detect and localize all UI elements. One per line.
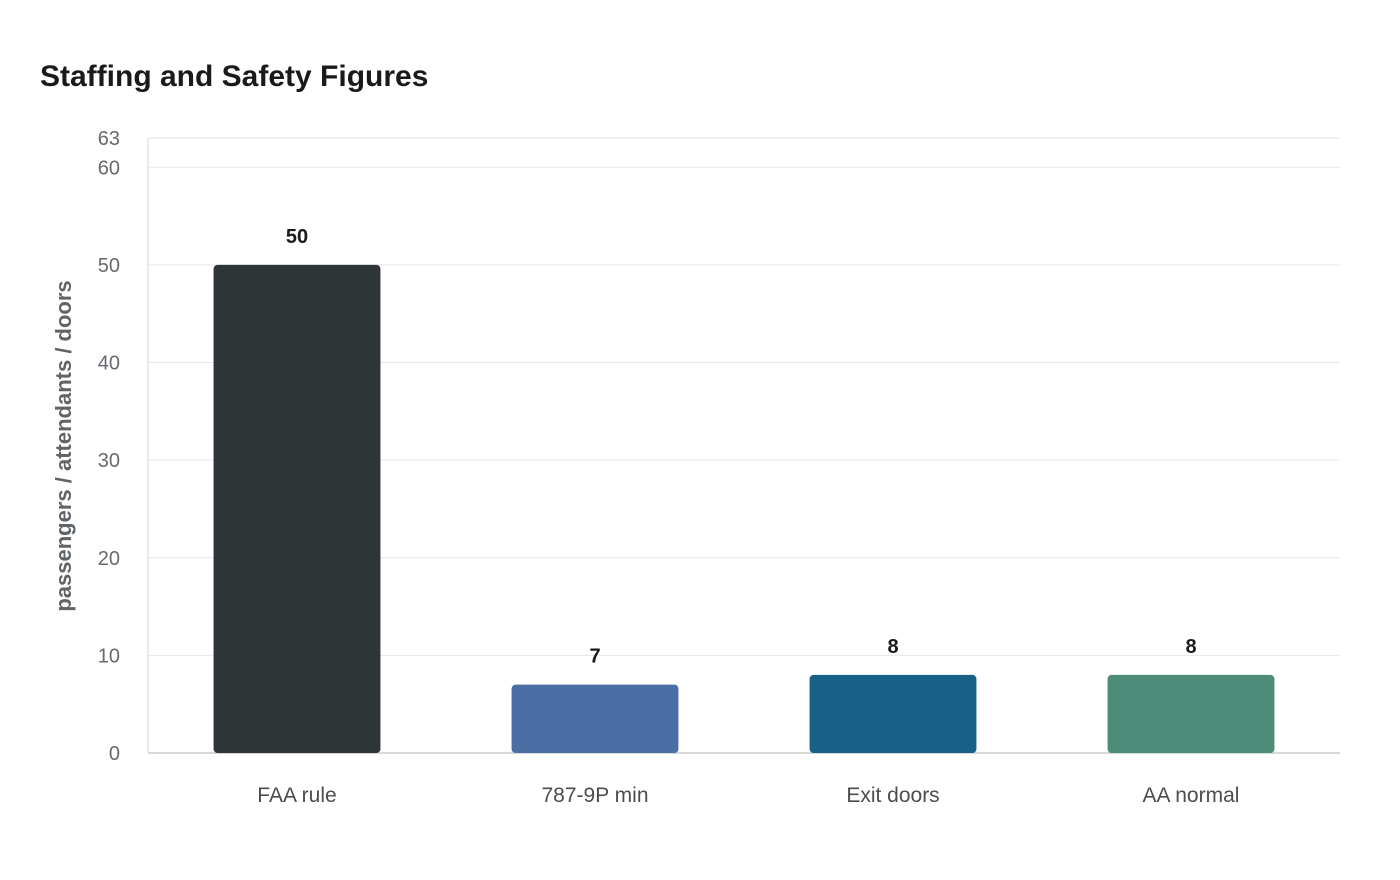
x-tick-label: AA normal xyxy=(1143,784,1240,807)
value-label: 50 xyxy=(286,226,308,248)
bars xyxy=(213,264,1275,753)
y-tick-label: 10 xyxy=(98,645,120,667)
y-tick-label: 20 xyxy=(98,548,120,570)
value-label: 8 xyxy=(887,636,898,658)
y-tick-label: 0 xyxy=(109,743,120,765)
y-tick-label: 63 xyxy=(98,128,120,150)
bar xyxy=(809,674,977,753)
y-tick-label: 30 xyxy=(98,450,120,472)
value-label: 7 xyxy=(589,646,600,668)
bar xyxy=(511,684,679,753)
chart-title: Staffing and Safety Figures xyxy=(40,60,429,93)
bar xyxy=(1107,674,1275,753)
x-tick-label: FAA rule xyxy=(257,784,336,807)
value-label: 8 xyxy=(1185,636,1196,658)
y-tick-label: 60 xyxy=(98,157,120,179)
y-tick-label: 50 xyxy=(98,255,120,277)
bar xyxy=(213,264,381,753)
labels: 0 10 20 30 40 50 60 63 50 FAA rule 7 787-9P min 8 Exi… xyxy=(98,128,1240,807)
x-tick-label: 787-9P min xyxy=(541,784,648,807)
y-tick-label: 40 xyxy=(98,353,120,375)
x-tick-label: Exit doors xyxy=(846,784,939,807)
